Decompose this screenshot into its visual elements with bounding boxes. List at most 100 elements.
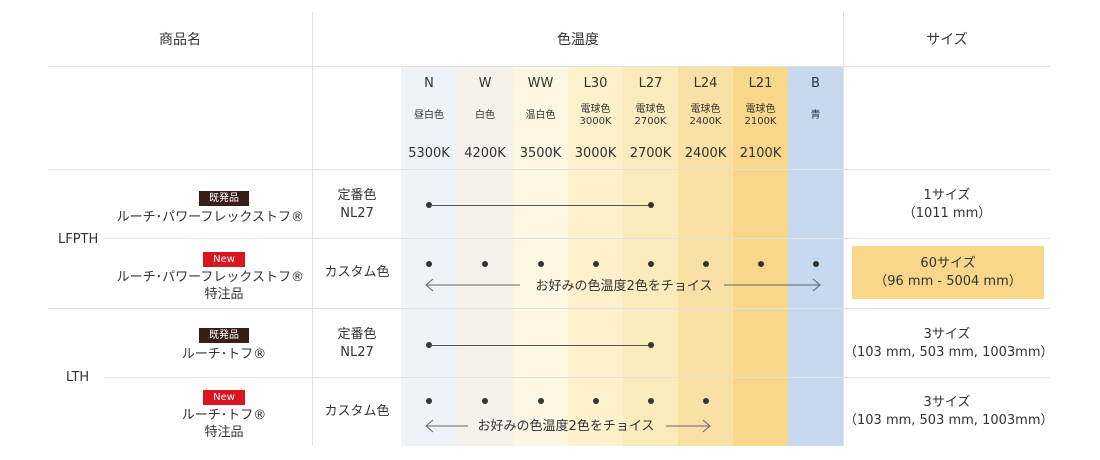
vline-header-left: [312, 12, 313, 446]
row-1-size: 1サイズ （1011 mm）: [844, 187, 1050, 223]
row-2-size: 60サイズ （96 mm - 5004 mm）: [852, 255, 1044, 291]
color-name: 電球色: [690, 104, 721, 115]
group-label-lth: LTH: [66, 370, 90, 385]
type-code: NL27: [340, 345, 374, 360]
col-bg-ww: [513, 67, 568, 446]
color-kelvin: 2400K: [684, 146, 727, 161]
color-heading-b: B 青: [788, 76, 843, 122]
row-2-type: カスタム色: [313, 264, 401, 281]
product-note: 特注品: [204, 287, 244, 302]
row-3-size: 3サイズ （103 mm, 503 mm, 1003mm）: [844, 326, 1054, 362]
color-code: L21: [748, 76, 773, 91]
color-kelvin: 2100K: [739, 146, 782, 161]
color-kelvin: 3000K: [574, 146, 617, 161]
dot-r2-l27: [648, 261, 654, 267]
range-line-r3: [429, 345, 651, 346]
size-range: （103 mm, 503 mm, 1003mm）: [844, 345, 1054, 360]
size-count: 60サイズ: [920, 256, 976, 271]
dot-r3-l27: [648, 342, 654, 348]
dot-r4-l24: [703, 398, 709, 404]
dot-r4-l30: [593, 398, 599, 404]
row-3-type: 定番色 NL27: [313, 326, 401, 361]
col-bg-l21: [733, 67, 788, 446]
color-temp: 2400K: [689, 116, 722, 127]
color-temp: 3000K: [579, 116, 612, 127]
header-color-temp: 色温度: [557, 32, 599, 48]
row-divider-2: [104, 238, 1050, 239]
color-heading-l24: L24 電球色 2400K 2400K: [678, 76, 733, 162]
row-2-product: New ルーチ･パワーフレックストフ® 特注品: [104, 247, 304, 303]
color-code: L24: [693, 76, 718, 91]
choice-label-r2: お好みの色温度2色をチョイス: [535, 279, 713, 294]
type-code: NL27: [340, 206, 374, 221]
dot-r1-l27: [648, 202, 654, 208]
new-badge: New: [203, 390, 245, 405]
dot-r4-n: [426, 398, 432, 404]
row-3-product: 既発品 ルーチ･トフ®: [104, 323, 304, 363]
size-count: 3サイズ: [923, 395, 971, 410]
row-4-size: 3サイズ （103 mm, 503 mm, 1003mm）: [844, 394, 1054, 430]
color-code: WW: [527, 76, 554, 91]
color-name: 電球色: [635, 104, 666, 115]
row-1-product: 既発品 ルーチ･パワーフレックストフ®: [104, 186, 304, 226]
size-count: 3サイズ: [923, 327, 971, 342]
color-name: 温白色: [525, 110, 556, 121]
color-kelvin: 5300K: [408, 146, 450, 161]
row-4-type: カスタム色: [313, 403, 401, 420]
color-kelvin: 2700K: [629, 146, 672, 161]
col-bg-l27: [623, 67, 678, 446]
col-bg-l24: [678, 67, 733, 446]
row-divider-1: [48, 169, 1050, 170]
color-temp: 2100K: [744, 116, 777, 127]
dot-r2-ww: [538, 261, 544, 267]
existing-badge: 既発品: [199, 328, 249, 343]
range-arrow-r2: [425, 278, 821, 292]
col-bg-l30: [568, 67, 623, 446]
color-code: W: [478, 76, 492, 91]
size-range: （96 mm - 5004 mm）: [874, 274, 1022, 289]
color-heading-n: N 昼白色 5300K: [401, 76, 457, 162]
col-bg-b: [788, 67, 843, 446]
dot-r2-l30: [593, 261, 599, 267]
color-code: B: [811, 76, 820, 91]
type-label: カスタム色: [324, 265, 390, 280]
color-heading-ww: WW 温白色 3500K: [513, 76, 568, 162]
product-name: ルーチ･パワーフレックストフ®: [116, 270, 304, 285]
dot-r4-w: [482, 398, 488, 404]
col-bg-n: [401, 67, 457, 446]
col-bg-w: [457, 67, 513, 446]
dot-r4-l27: [648, 398, 654, 404]
dot-r2-l24: [703, 261, 709, 267]
color-heading-l21: L21 電球色 2100K 2100K: [733, 76, 788, 162]
row-1-type: 定番色 NL27: [313, 187, 401, 222]
choice-label-r4: お好みの色温度2色をチョイス: [477, 419, 655, 434]
color-code: N: [424, 76, 434, 91]
existing-badge: 既発品: [199, 191, 249, 206]
color-code: L30: [583, 76, 608, 91]
dot-r2-b: [813, 261, 819, 267]
color-name: 白色: [475, 110, 495, 121]
product-name: ルーチ･パワーフレックストフ®: [116, 210, 304, 225]
color-code: L27: [638, 76, 663, 91]
type-label: 定番色: [337, 327, 377, 342]
color-heading-l30: L30 電球色 3000K 3000K: [568, 76, 623, 162]
color-name: 電球色: [580, 104, 611, 115]
dot-r2-l21: [758, 261, 764, 267]
header-size: サイズ: [926, 32, 968, 48]
color-heading-w: W 白色 4200K: [457, 76, 513, 162]
color-kelvin: 3500K: [519, 146, 562, 161]
new-badge: New: [203, 252, 245, 267]
color-heading-l27: L27 電球色 2700K 2700K: [623, 76, 678, 162]
color-kelvin: 4200K: [464, 146, 506, 161]
size-range: （103 mm, 503 mm, 1003mm）: [844, 413, 1054, 428]
header-divider: [48, 66, 1050, 67]
range-arrow-r4: [425, 419, 711, 433]
dot-r2-w: [482, 261, 488, 267]
type-label: カスタム色: [324, 404, 390, 419]
color-temp: 2700K: [634, 116, 667, 127]
color-name: 青: [810, 110, 821, 121]
color-name: 電球色: [745, 104, 776, 115]
product-name: ルーチ･トフ®: [181, 408, 267, 423]
dot-r2-n: [426, 261, 432, 267]
product-note: 特注品: [204, 425, 244, 440]
